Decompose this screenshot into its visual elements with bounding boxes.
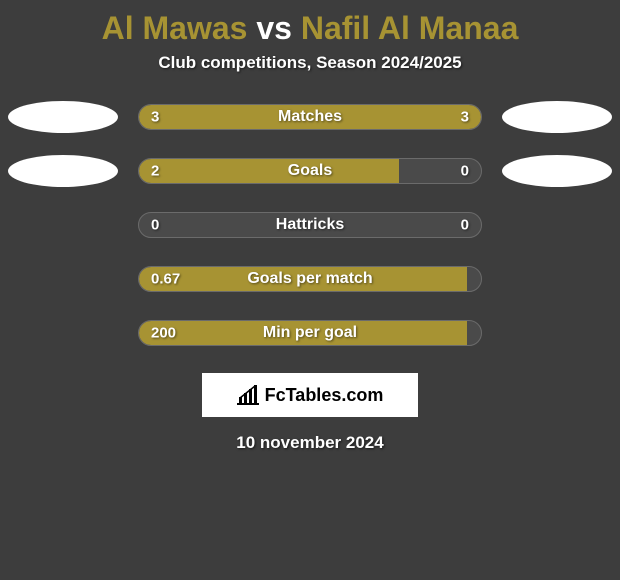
date-text: 10 november 2024 [0, 433, 620, 453]
player-ellipse-left [8, 155, 118, 187]
stat-label: Hattricks [276, 216, 344, 234]
stat-bar: Goals per match 0.67 [138, 266, 482, 292]
stat-label: Matches [278, 108, 342, 126]
stat-value-right: 0 [461, 163, 469, 180]
stat-value-left: 2 [151, 163, 159, 180]
stat-label: Goals per match [247, 270, 372, 288]
logo-box: FcTables.com [202, 373, 418, 417]
stat-row: Goals per match 0.67 [0, 263, 620, 295]
title-player1: Al Mawas [102, 10, 248, 46]
stat-value-left: 0 [151, 217, 159, 234]
stat-value-left: 3 [151, 109, 159, 126]
player-ellipse-right [502, 155, 612, 187]
title-player2: Nafil Al Manaa [301, 10, 519, 46]
stat-value-left: 200 [151, 325, 176, 342]
stat-bar: Goals 2 0 [138, 158, 482, 184]
stat-bar: Hattricks 0 0 [138, 212, 482, 238]
stat-bar: Min per goal 200 [138, 320, 482, 346]
player-ellipse-right [502, 101, 612, 133]
stat-bar: Matches 3 3 [138, 104, 482, 130]
stat-row: Goals 2 0 [0, 155, 620, 187]
bar-left-fill [139, 159, 399, 183]
stat-value-right: 3 [461, 109, 469, 126]
stat-row: Matches 3 3 [0, 101, 620, 133]
stat-value-right: 0 [461, 217, 469, 234]
logo-text: FcTables.com [265, 385, 384, 406]
player-ellipse-left [8, 101, 118, 133]
stats-rows: Matches 3 3 Goals 2 0 Hattricks 0 0 Goals per mat… [0, 101, 620, 349]
subtitle: Club competitions, Season 2024/2025 [0, 53, 620, 101]
page-title: Al Mawas vs Nafil Al Manaa [0, 0, 620, 53]
barchart-icon [237, 385, 259, 405]
stat-row: Hattricks 0 0 [0, 209, 620, 241]
stat-value-left: 0.67 [151, 271, 180, 288]
stat-label: Goals [288, 162, 332, 180]
title-vs: vs [256, 10, 292, 46]
stat-row: Min per goal 200 [0, 317, 620, 349]
stat-label: Min per goal [263, 324, 357, 342]
